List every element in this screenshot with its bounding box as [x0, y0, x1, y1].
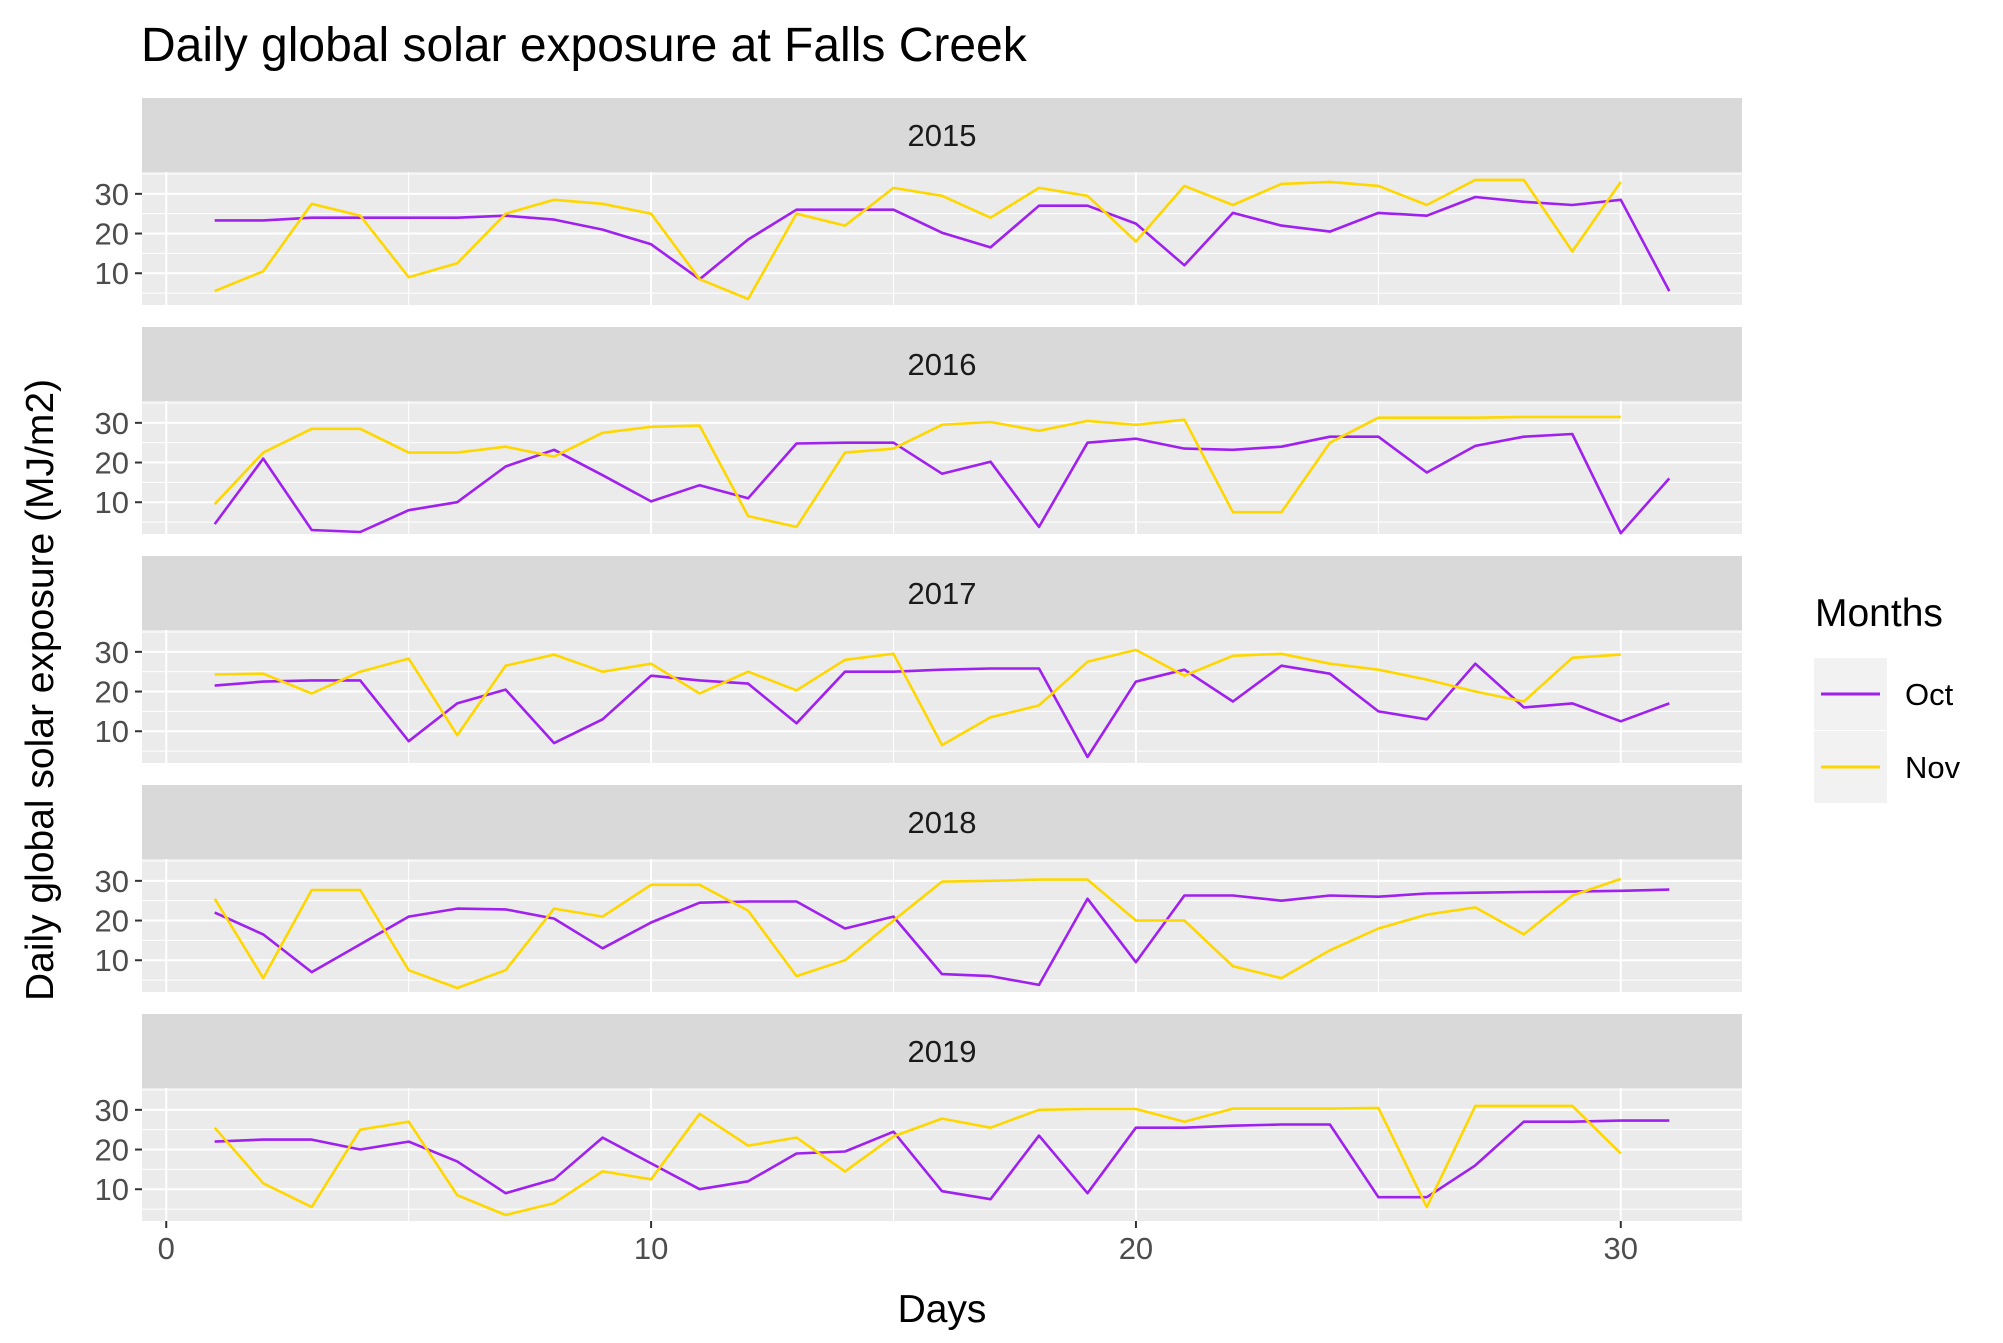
y-tick-label: 10 — [95, 1172, 129, 1207]
x-tick-label: 20 — [1119, 1231, 1153, 1266]
facet-strip — [142, 556, 1742, 630]
series-line-nov — [214, 178, 1622, 301]
series-line-nov — [213, 1104, 1622, 1217]
y-tick-label: 30 — [95, 1093, 129, 1128]
y-tick-label: 20 — [95, 446, 129, 481]
series-line-nov — [213, 877, 1622, 990]
y-tick-label: 20 — [95, 1133, 129, 1168]
facet-strip — [142, 785, 1742, 859]
y-tick-label: 30 — [95, 406, 129, 441]
panel-background — [142, 1088, 1742, 1221]
x-tick-label: 30 — [1604, 1231, 1638, 1266]
series-line-nov — [214, 648, 1621, 747]
legend-title: Months — [1815, 592, 1943, 635]
y-tick-label: 20 — [95, 675, 129, 710]
y-tick-label: 10 — [95, 943, 129, 978]
y-tick-label: 20 — [95, 904, 129, 939]
y-tick-label: 10 — [95, 256, 129, 291]
x-axis: 0 10 20 30 — [158, 1221, 1638, 1266]
series-line-oct — [214, 888, 1670, 987]
legend-label-nov: Nov — [1905, 750, 1961, 785]
y-tick-label: 10 — [95, 714, 129, 749]
y-tick-label: 30 — [95, 177, 129, 212]
facet-strip-label: 2018 — [908, 805, 977, 840]
facet-strip-label: 2016 — [908, 347, 977, 382]
series-line-oct — [214, 195, 1671, 292]
facet-strip-label: 2017 — [908, 576, 977, 611]
x-tick-label: 0 — [158, 1231, 175, 1266]
y-tick-label: 20 — [95, 217, 129, 252]
series-line-oct — [213, 432, 1671, 535]
series-line-oct — [214, 1119, 1670, 1201]
y-tick-label: 10 — [95, 485, 129, 520]
x-tick-label: 10 — [634, 1231, 668, 1266]
legend-label-oct: Oct — [1905, 677, 1954, 712]
series-line-oct — [214, 662, 1670, 759]
facet-strip-label: 2015 — [908, 118, 977, 153]
legend: Months Oct Nov — [1814, 592, 1961, 803]
chart-title: Daily global solar exposure at Falls Cre… — [141, 19, 1028, 72]
y-axis-title: Daily global solar exposure (MJ/m2) — [19, 379, 62, 1001]
facet-strip — [142, 1014, 1742, 1088]
panels: 2015 10 20 30 2016 10 20 30 2017 10 20 30 2018 10 20 30… — [95, 98, 1742, 1221]
facet-panel-2017: 2017 10 20 30 — [95, 556, 1742, 763]
facet-panel-2016: 2016 10 20 30 — [95, 327, 1742, 535]
facet-strip — [142, 98, 1742, 172]
y-tick-label: 30 — [95, 864, 129, 899]
facet-panel-2019: 2019 10 20 30 — [95, 1014, 1742, 1221]
panel-background — [142, 401, 1742, 534]
x-axis-title: Days — [898, 1288, 987, 1331]
facet-panel-2018: 2018 10 20 30 — [95, 785, 1742, 992]
facet-panel-2015: 2015 10 20 30 — [95, 98, 1742, 305]
y-tick-label: 30 — [95, 635, 129, 670]
facet-strip — [142, 327, 1742, 401]
panel-background — [142, 172, 1742, 305]
facet-strip-label: 2019 — [908, 1034, 977, 1069]
series-line-nov — [213, 415, 1621, 529]
